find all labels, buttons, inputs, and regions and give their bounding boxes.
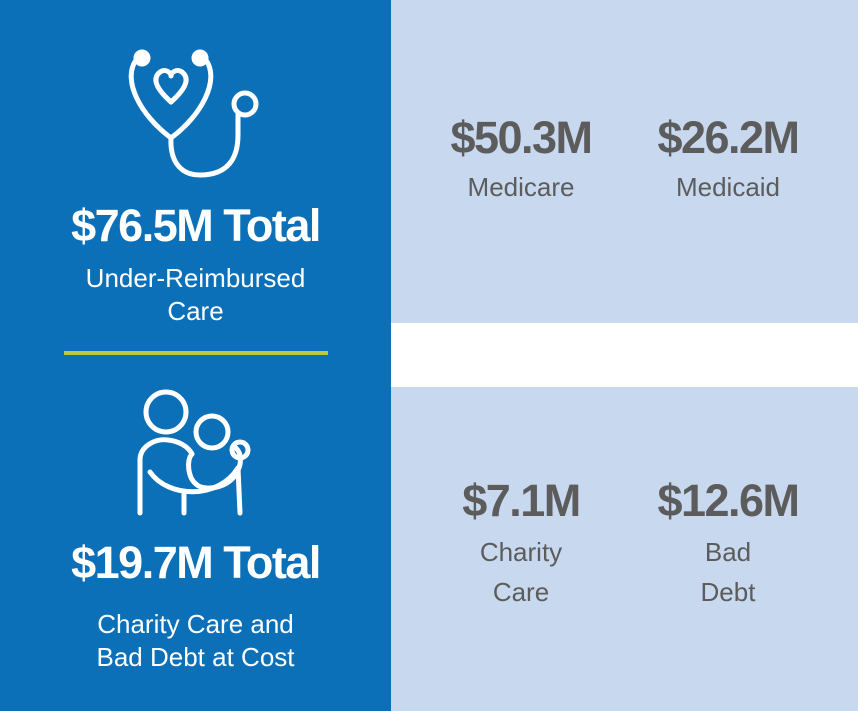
embrace-people-icon xyxy=(128,388,263,518)
charity-care-value: $7.1M xyxy=(462,475,581,526)
charity-debt-subtitle: Charity Care and Bad Debt at Cost xyxy=(40,608,351,674)
stat-label-line: Medicaid xyxy=(675,172,781,202)
subtitle-line: Bad Debt at Cost xyxy=(96,642,295,672)
subtitle-line: Under-Reimbursed xyxy=(85,263,306,293)
medicare-label: Medicare xyxy=(401,167,641,207)
bad-debt-value: $12.6M xyxy=(657,475,800,526)
stat-label-line: Care xyxy=(492,577,550,607)
subtitle-line: Charity Care and xyxy=(97,609,294,639)
under-reimbursed-total: $76.5M Total xyxy=(71,200,321,251)
stat-label-line: Charity xyxy=(479,537,563,567)
stethoscope-heart-icon xyxy=(120,40,270,180)
medicaid-label: Medicaid xyxy=(608,167,848,207)
charity-care-label: Charity Care xyxy=(401,532,641,612)
medicare-value: $50.3M xyxy=(450,112,593,163)
subtitle-line: Care xyxy=(167,296,224,326)
stat-label-line: Medicare xyxy=(467,172,575,202)
stat-label-line: Debt xyxy=(700,577,756,607)
bad-debt-label: Bad Debt xyxy=(608,532,848,612)
section-divider xyxy=(64,351,328,355)
charity-debt-breakdown xyxy=(391,387,858,711)
under-reimbursed-breakdown xyxy=(391,0,858,323)
summary-panel xyxy=(0,0,391,711)
under-reimbursed-subtitle: Under-Reimbursed Care xyxy=(40,262,351,328)
medicaid-value: $26.2M xyxy=(657,112,800,163)
charity-debt-total: $19.7M Total xyxy=(71,537,321,588)
stat-label-line: Bad xyxy=(704,537,752,567)
